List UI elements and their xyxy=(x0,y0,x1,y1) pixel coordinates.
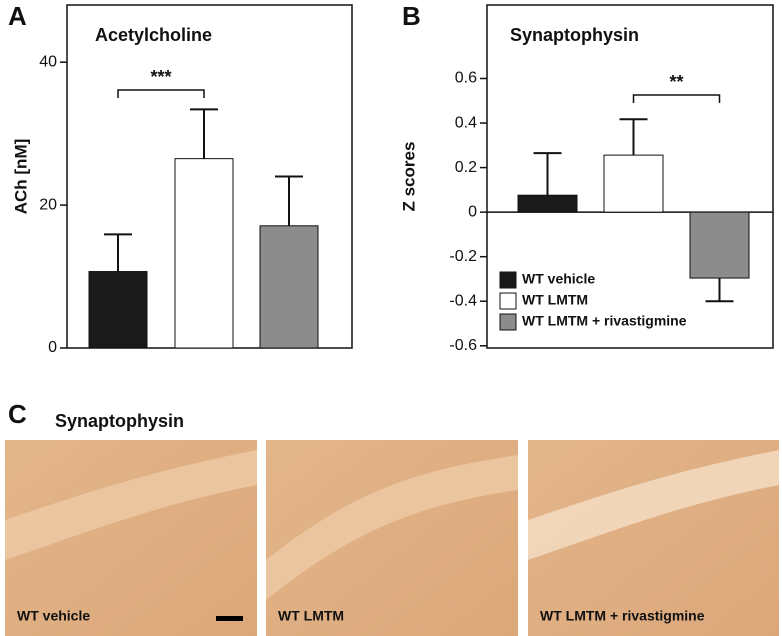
y-tick-label: 0.6 xyxy=(455,70,477,87)
y-tick-label: -0.2 xyxy=(449,248,477,265)
cell-layer xyxy=(266,455,518,600)
significance-label: ** xyxy=(669,72,683,92)
bar xyxy=(174,158,234,349)
cell-layer xyxy=(528,450,779,560)
y-tick-label: 0.4 xyxy=(455,114,477,131)
image-label: WT vehicle xyxy=(17,608,90,624)
y-tick-label: 0 xyxy=(48,339,57,356)
panel-title: Synaptophysin xyxy=(55,411,184,431)
legend-label: WT vehicle xyxy=(522,271,595,287)
legend-swatch xyxy=(499,271,517,289)
bar xyxy=(603,154,664,213)
legend-label: WT LMTM xyxy=(522,292,588,308)
bar xyxy=(259,225,319,349)
cell-layer xyxy=(5,450,257,560)
y-tick-label: 0 xyxy=(468,203,477,220)
y-tick-label: 40 xyxy=(39,53,57,70)
significance-label: *** xyxy=(150,67,171,87)
bar xyxy=(88,271,148,349)
scale-bar xyxy=(216,616,243,621)
image-label: WT LMTM xyxy=(278,608,344,624)
y-axis-label: ACh [nM] xyxy=(11,139,30,215)
bar xyxy=(689,211,750,279)
bar xyxy=(517,194,578,213)
significance-bracket xyxy=(632,94,721,103)
y-axis-label: Z scores xyxy=(399,142,418,212)
y-tick-label: 20 xyxy=(39,196,57,213)
y-tick-label: -0.4 xyxy=(449,292,477,309)
chart-title: Acetylcholine xyxy=(95,25,212,45)
legend-swatch xyxy=(499,313,517,331)
y-tick-label: 0.2 xyxy=(455,159,477,176)
image-label: WT LMTM + rivastigmine xyxy=(540,608,705,624)
legend-label: WT LMTM + rivastigmine xyxy=(522,313,687,329)
legend-swatch xyxy=(499,292,517,310)
panel-letter: A xyxy=(8,1,27,31)
chart-title: Synaptophysin xyxy=(510,25,639,45)
y-tick-label: -0.6 xyxy=(449,337,477,354)
panel-letter: B xyxy=(402,1,421,31)
plot-frame xyxy=(486,4,774,349)
significance-bracket xyxy=(117,89,205,98)
panel-letter: C xyxy=(8,399,27,429)
